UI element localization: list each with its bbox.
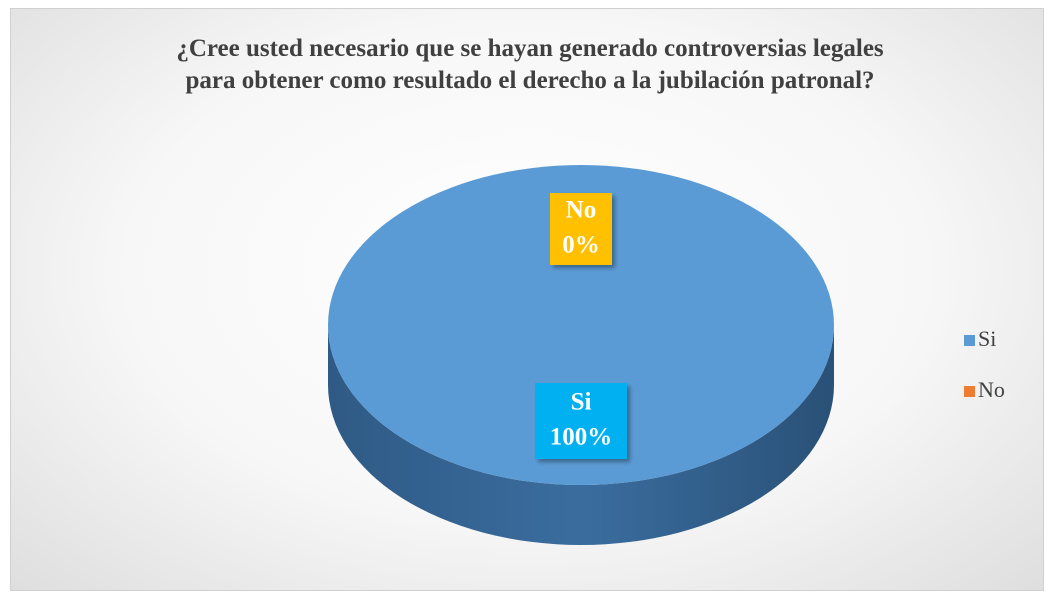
data-label-value: 0%	[562, 232, 600, 259]
legend-swatch	[964, 335, 975, 346]
legend-swatch	[964, 386, 975, 397]
data-label-box	[535, 383, 627, 459]
data-label-value: 100%	[550, 424, 613, 451]
data-label-box	[550, 193, 612, 265]
pie-slice	[328, 165, 834, 545]
pie-top	[328, 165, 834, 485]
legend-label: Si	[978, 326, 996, 351]
pie-side	[328, 325, 834, 545]
legend-label: No	[978, 377, 1005, 402]
chart-title: ¿Cree usted necesario que se hayan gener…	[176, 35, 884, 94]
data-label-category: Si	[571, 389, 592, 416]
data-label-category: No	[566, 197, 597, 224]
